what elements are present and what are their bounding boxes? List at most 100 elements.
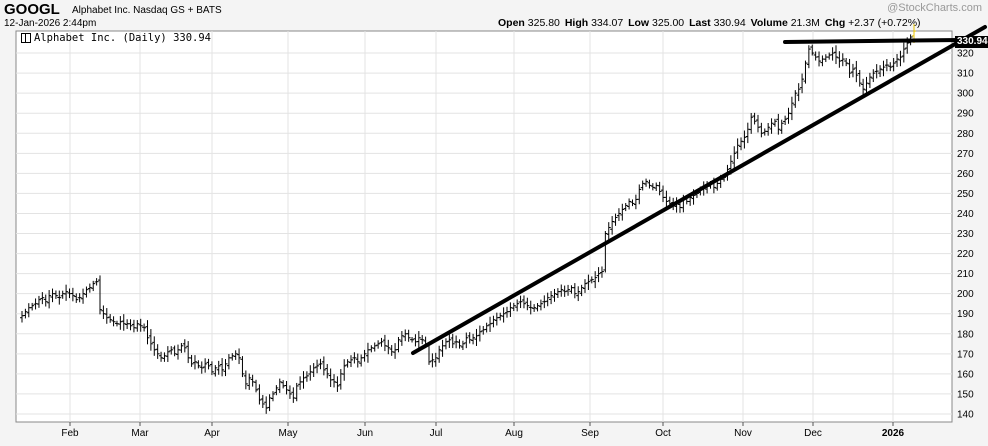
y-axis: 140 150 160 170 180 190 200 210 220 230 240 250 260 2…	[957, 49, 974, 421]
ohlc-bar	[199, 361, 204, 374]
ohlc-bar	[599, 266, 604, 278]
ohlc-bar	[138, 318, 143, 332]
ohlc-bar	[209, 361, 214, 376]
chg-label: Chg	[824, 17, 846, 29]
ohlc-bar	[104, 308, 109, 324]
ohlc-bar	[179, 342, 184, 353]
ohlc-bar	[657, 181, 662, 196]
ohlc-bar	[501, 307, 506, 323]
ohlc-bar	[342, 359, 347, 381]
company-name: Alphabet Inc. Nasdaq GS + BATS	[72, 5, 222, 16]
legend-title: Alphabet Inc. (Daily) 330.94	[34, 32, 212, 44]
ohlc-bar	[121, 314, 126, 331]
ohlc-bar	[362, 349, 367, 362]
ohlc-bar	[460, 340, 465, 351]
y-tick-label: 260	[957, 169, 974, 180]
ohlc-bar	[267, 394, 272, 412]
ohlc-bar	[233, 350, 238, 360]
ohlc-bar	[264, 396, 269, 414]
ohlc-bar	[640, 180, 645, 191]
ohlc-bar	[867, 72, 872, 89]
ohlc-bar	[94, 278, 99, 286]
trendline-support	[411, 25, 987, 355]
ohlc-bar	[847, 58, 852, 78]
ohlc-bar	[884, 59, 889, 72]
ohlc-bar	[576, 286, 581, 302]
ohlc-bar	[901, 42, 906, 63]
ohlc-bar	[142, 323, 147, 332]
low-value: 325.00	[652, 17, 685, 29]
ohlc-bar	[43, 294, 48, 307]
x-tick-label: Aug	[505, 428, 523, 439]
ohlc-bar	[810, 44, 815, 56]
ohlc-bar	[861, 78, 866, 95]
ohlc-bar	[216, 360, 221, 375]
ohlc-bar	[647, 179, 652, 189]
ohlc-bar	[793, 90, 798, 108]
x-tick-label: May	[279, 428, 298, 439]
price-bars	[20, 23, 916, 414]
high-label: High	[564, 17, 589, 29]
y-tick-label: 290	[957, 109, 974, 120]
y-tick-label: 220	[957, 249, 974, 260]
ohlc-bar	[196, 360, 201, 369]
ohlc-bar	[420, 335, 425, 345]
y-tick-label: 180	[957, 329, 974, 340]
ohlc-bar	[620, 203, 625, 221]
ohlc-bar	[53, 290, 58, 299]
ohlc-bar	[749, 112, 754, 134]
ohlc-bar	[830, 47, 835, 61]
ohlc-bar	[287, 385, 292, 399]
ohlc-bar	[833, 45, 838, 65]
ohlc-bar	[545, 292, 550, 307]
ohlc-bar	[515, 299, 520, 312]
ohlc-bar	[40, 292, 45, 305]
y-tick-label: 270	[957, 149, 974, 160]
ohlc-bar	[213, 365, 218, 377]
ohlc-bar	[304, 371, 309, 382]
ohlc-bar	[203, 358, 208, 373]
ohlc-bar	[583, 279, 588, 293]
ohlc-bar	[471, 333, 476, 345]
ohlc-bar	[610, 216, 615, 235]
ohlc-bar	[840, 53, 845, 67]
ohlc-bar	[844, 57, 849, 67]
ohlc-bar	[345, 359, 350, 368]
ohlc-bar	[240, 356, 245, 378]
ohlc-bar	[189, 354, 194, 367]
ohlc-bar	[477, 325, 482, 342]
trendline-resistance	[783, 38, 962, 44]
ohlc-bar	[118, 316, 123, 330]
open-label: Open	[498, 17, 525, 29]
ticker-symbol: GOOGL	[4, 1, 60, 18]
ohlc-bar	[128, 319, 133, 331]
ohlc-bar	[111, 316, 116, 327]
ohlc-bar	[769, 118, 774, 134]
ohlc-bar	[572, 283, 577, 299]
ohlc-bar	[36, 295, 41, 308]
ohlc-bar	[315, 359, 320, 374]
ohlc-bar	[223, 359, 228, 377]
ohlc-bar	[447, 333, 452, 348]
ohlc-bar	[348, 355, 353, 368]
ohlc-bar	[627, 198, 632, 210]
y-tick-label: 280	[957, 129, 974, 140]
ohlc-bar	[891, 57, 896, 72]
ohlc-bar	[77, 293, 82, 303]
high-value: 334.07	[591, 17, 624, 29]
y-tick-label: 310	[957, 69, 974, 80]
ohlc-bar	[766, 123, 771, 136]
ohlc-bar	[579, 284, 584, 297]
ohlc-bar	[596, 267, 601, 283]
ohlc-bar	[270, 391, 275, 402]
ohlc-bar	[450, 333, 455, 349]
y-tick-label: 250	[957, 189, 974, 200]
ohlc-bar	[776, 113, 781, 135]
ohlc-bar	[623, 202, 628, 212]
ohlc-bar	[396, 336, 401, 353]
x-tick-label: 2026	[882, 428, 905, 439]
ohlc-bar	[47, 290, 52, 309]
ohlc-bar	[399, 331, 404, 346]
watermark: @StockCharts.com	[887, 2, 982, 14]
